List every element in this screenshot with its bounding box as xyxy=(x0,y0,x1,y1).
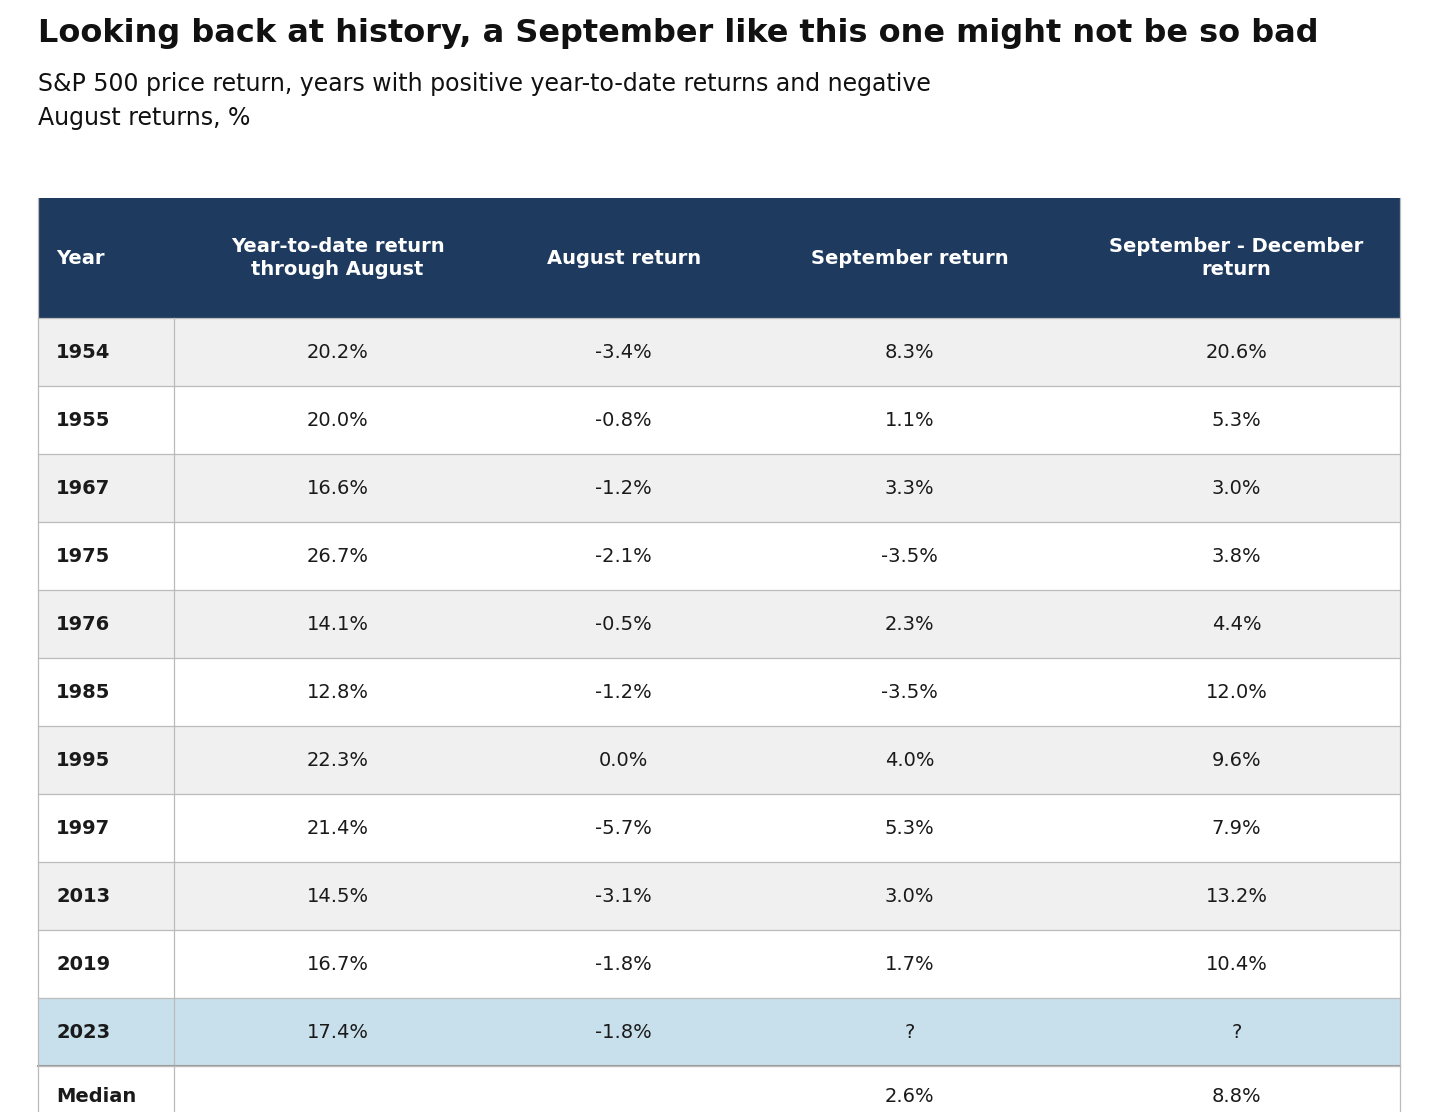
Text: Year: Year xyxy=(56,248,105,268)
Text: 3.8%: 3.8% xyxy=(1211,546,1261,566)
Text: 10.4%: 10.4% xyxy=(1205,954,1267,973)
Text: 2.6%: 2.6% xyxy=(884,1086,935,1105)
Text: 22.3%: 22.3% xyxy=(307,751,369,770)
Bar xyxy=(37,997,1400,1066)
Text: 8.3%: 8.3% xyxy=(884,342,935,361)
Text: -3.5%: -3.5% xyxy=(881,683,937,702)
Text: 1955: 1955 xyxy=(56,410,111,429)
Text: 13.2%: 13.2% xyxy=(1205,886,1267,905)
Text: -3.4%: -3.4% xyxy=(595,342,652,361)
Text: 2013: 2013 xyxy=(56,886,109,905)
Bar xyxy=(37,1066,1400,1112)
Text: 14.1%: 14.1% xyxy=(307,615,369,634)
Text: -1.2%: -1.2% xyxy=(595,478,652,497)
Text: 3.3%: 3.3% xyxy=(884,478,935,497)
Text: ?: ? xyxy=(904,1023,914,1042)
Bar xyxy=(37,198,1400,318)
Bar xyxy=(37,726,1400,794)
Text: 4.0%: 4.0% xyxy=(886,751,935,770)
Text: 7.9%: 7.9% xyxy=(1211,818,1261,837)
Text: ?: ? xyxy=(1231,1023,1241,1042)
Bar xyxy=(37,318,1400,386)
Bar xyxy=(37,454,1400,522)
Text: -2.1%: -2.1% xyxy=(595,546,652,566)
Text: 1995: 1995 xyxy=(56,751,111,770)
Text: 1967: 1967 xyxy=(56,478,111,497)
Text: 4.4%: 4.4% xyxy=(1211,615,1261,634)
Text: 2.3%: 2.3% xyxy=(884,615,935,634)
Text: 3.0%: 3.0% xyxy=(886,886,935,905)
Text: Looking back at history, a September like this one might not be so bad: Looking back at history, a September lik… xyxy=(37,18,1319,49)
Text: 16.7%: 16.7% xyxy=(307,954,369,973)
Text: 21.4%: 21.4% xyxy=(307,818,369,837)
Text: 9.6%: 9.6% xyxy=(1211,751,1261,770)
Text: 1975: 1975 xyxy=(56,546,111,566)
Text: 3.0%: 3.0% xyxy=(1212,478,1261,497)
Text: -1.2%: -1.2% xyxy=(595,683,652,702)
Text: 12.8%: 12.8% xyxy=(307,683,369,702)
Text: S&P 500 price return, years with positive year-to-date returns and negative
Augu: S&P 500 price return, years with positiv… xyxy=(37,72,930,129)
Text: 14.5%: 14.5% xyxy=(307,886,369,905)
Text: -1.8%: -1.8% xyxy=(595,954,652,973)
Bar xyxy=(37,862,1400,930)
Text: Year-to-date return
through August: Year-to-date return through August xyxy=(230,237,445,279)
Text: 17.4%: 17.4% xyxy=(307,1023,369,1042)
Text: 20.0%: 20.0% xyxy=(307,410,369,429)
Text: 0.0%: 0.0% xyxy=(599,751,648,770)
Text: 20.2%: 20.2% xyxy=(307,342,369,361)
Text: 5.3%: 5.3% xyxy=(1211,410,1261,429)
Text: 1.7%: 1.7% xyxy=(884,954,935,973)
Bar xyxy=(37,930,1400,997)
Text: 16.6%: 16.6% xyxy=(307,478,369,497)
Text: 1976: 1976 xyxy=(56,615,111,634)
Text: 1997: 1997 xyxy=(56,818,109,837)
Text: 20.6%: 20.6% xyxy=(1205,342,1267,361)
Bar xyxy=(37,386,1400,454)
Text: September return: September return xyxy=(811,248,1008,268)
Text: 1.1%: 1.1% xyxy=(884,410,935,429)
Text: 8.8%: 8.8% xyxy=(1211,1086,1261,1105)
Text: -3.1%: -3.1% xyxy=(595,886,652,905)
Text: August return: August return xyxy=(547,248,701,268)
Bar xyxy=(37,658,1400,726)
Text: -1.8%: -1.8% xyxy=(595,1023,652,1042)
Text: 1954: 1954 xyxy=(56,342,111,361)
Text: 12.0%: 12.0% xyxy=(1205,683,1267,702)
Bar xyxy=(37,590,1400,658)
Text: 5.3%: 5.3% xyxy=(884,818,935,837)
Text: -5.7%: -5.7% xyxy=(595,818,652,837)
Text: September - December
return: September - December return xyxy=(1109,237,1364,279)
Text: -3.5%: -3.5% xyxy=(881,546,937,566)
Text: 2023: 2023 xyxy=(56,1023,109,1042)
Text: 2019: 2019 xyxy=(56,954,109,973)
Bar xyxy=(37,522,1400,590)
Text: 1985: 1985 xyxy=(56,683,111,702)
Bar xyxy=(37,794,1400,862)
Text: -0.5%: -0.5% xyxy=(595,615,652,634)
Text: Median: Median xyxy=(56,1086,137,1105)
Text: -0.8%: -0.8% xyxy=(595,410,652,429)
Text: 26.7%: 26.7% xyxy=(307,546,369,566)
